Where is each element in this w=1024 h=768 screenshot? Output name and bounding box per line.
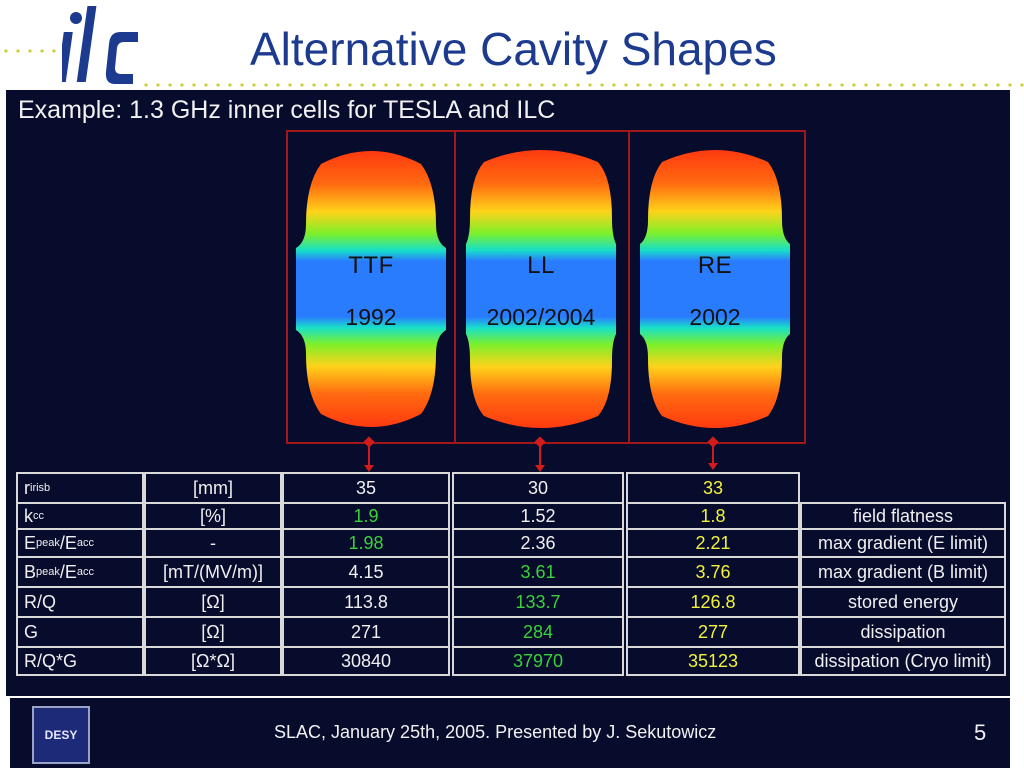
param-subscript: acc bbox=[76, 537, 95, 549]
ll-value-cell: 30 bbox=[452, 472, 624, 504]
param-subscript: peak bbox=[36, 537, 60, 549]
param-label-cell: R/Q*G bbox=[16, 646, 144, 676]
footer-bar: DESY SLAC, January 25th, 2005. Presented… bbox=[10, 698, 1010, 768]
param-subscript: acc bbox=[76, 566, 95, 578]
cavity-year: 1992 bbox=[345, 304, 397, 330]
comment-cell: max gradient (B limit) bbox=[800, 556, 1006, 588]
desy-logo: DESY bbox=[32, 706, 90, 764]
comment-cell: max gradient (E limit) bbox=[800, 528, 1006, 558]
comment-cell: dissipation bbox=[800, 616, 1006, 648]
unit-cell: [%] bbox=[144, 502, 282, 530]
cavity-ll: LL 2002/2004 bbox=[466, 144, 616, 434]
ttf-value-cell: 113.8 bbox=[282, 586, 450, 618]
re-connector-arrow bbox=[708, 442, 718, 470]
param-label-cell: k cc bbox=[16, 502, 144, 530]
cavity-name: TTF bbox=[348, 252, 394, 279]
ilc-logo: ilc bbox=[62, 6, 138, 84]
ll-connector-arrow bbox=[535, 442, 545, 472]
ll-value-cell: 2.36 bbox=[452, 528, 624, 558]
param-label-cell: G bbox=[16, 616, 144, 648]
slide-content: Example: 1.3 GHz inner cells for TESLA a… bbox=[6, 90, 1010, 696]
re-value-cell: 277 bbox=[626, 616, 800, 648]
comment-cell: dissipation (Cryo limit) bbox=[800, 646, 1006, 676]
ttf-value-cell: 271 bbox=[282, 616, 450, 648]
re-value-cell: 126.8 bbox=[626, 586, 800, 618]
ll-value-cell: 133.7 bbox=[452, 586, 624, 618]
footer-text: SLAC, January 25th, 2005. Presented by J… bbox=[274, 722, 717, 742]
cavity-ll-field-map bbox=[466, 150, 616, 428]
param-symbol: r bbox=[24, 477, 30, 498]
cavity-ttf: TTF 1992 bbox=[296, 144, 446, 434]
param-symbol: /E bbox=[59, 532, 77, 553]
decorative-dots-left bbox=[0, 49, 62, 53]
unit-cell: [mT/(MV/m)] bbox=[144, 556, 282, 588]
unit-cell: [Ω*Ω] bbox=[144, 646, 282, 676]
param-subscript: peak bbox=[36, 566, 60, 578]
ll-value-cell: 1.52 bbox=[452, 502, 624, 530]
ttf-value-cell: 35 bbox=[282, 472, 450, 504]
comment-cell: field flatness bbox=[800, 502, 1006, 530]
param-symbol: B bbox=[24, 561, 37, 582]
cavity-divider bbox=[454, 132, 456, 442]
decorative-dots-right bbox=[140, 83, 1024, 87]
ttf-value-cell: 1.98 bbox=[282, 528, 450, 558]
page-title: Alternative Cavity Shapes bbox=[250, 23, 777, 75]
re-value-cell: 1.8 bbox=[626, 502, 800, 530]
cavity-name: LL bbox=[527, 252, 555, 279]
param-symbol: R/Q bbox=[24, 591, 57, 612]
cavity-year: 2002/2004 bbox=[486, 304, 596, 330]
ttf-connector-arrow bbox=[364, 442, 374, 472]
cavity-name: RE bbox=[697, 252, 733, 279]
unit-cell: [Ω] bbox=[144, 616, 282, 648]
ll-value-cell: 37970 bbox=[452, 646, 624, 676]
cavity-re: RE 2002 bbox=[640, 144, 790, 434]
param-symbol: k bbox=[24, 505, 33, 526]
re-value-cell: 33 bbox=[626, 472, 800, 504]
cavity-re-field-map bbox=[640, 150, 790, 428]
param-symbol: E bbox=[24, 532, 37, 553]
unit-cell: [Ω] bbox=[144, 586, 282, 618]
param-symbol: /E bbox=[59, 561, 77, 582]
unit-cell: - bbox=[144, 528, 282, 558]
unit-cell: [mm] bbox=[144, 472, 282, 504]
page-number: 5 bbox=[974, 720, 987, 745]
cavity-divider bbox=[628, 132, 630, 442]
param-label-cell: r irisb bbox=[16, 472, 144, 504]
re-value-cell: 2.21 bbox=[626, 528, 800, 558]
param-subscript: cc bbox=[33, 510, 44, 522]
param-symbol: G bbox=[24, 621, 39, 642]
cavity-frame: TTF 1992 LL 2002/2004 RE 2002 bbox=[286, 130, 806, 444]
ttf-value-cell: 30840 bbox=[282, 646, 450, 676]
example-heading: Example: 1.3 GHz inner cells for TESLA a… bbox=[18, 96, 556, 124]
ttf-value-cell: 1.9 bbox=[282, 502, 450, 530]
ttf-value-cell: 4.15 bbox=[282, 556, 450, 588]
param-symbol: R/Q*G bbox=[24, 650, 78, 671]
re-value-cell: 3.76 bbox=[626, 556, 800, 588]
ll-value-cell: 284 bbox=[452, 616, 624, 648]
comment-cell: stored energy bbox=[800, 586, 1006, 618]
cavity-year: 2002 bbox=[689, 304, 741, 330]
param-subscript: irisb bbox=[30, 482, 51, 494]
ll-value-cell: 3.61 bbox=[452, 556, 624, 588]
cavity-ttf-field-map bbox=[296, 151, 446, 427]
param-label-cell: R/Q bbox=[16, 586, 144, 618]
re-value-cell: 35123 bbox=[626, 646, 800, 676]
